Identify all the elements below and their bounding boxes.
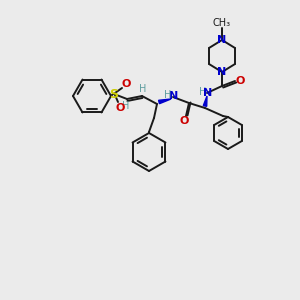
Text: S: S xyxy=(110,88,118,100)
Text: N: N xyxy=(169,91,178,101)
Polygon shape xyxy=(203,96,207,106)
Text: H: H xyxy=(164,90,172,100)
Polygon shape xyxy=(159,99,171,104)
Text: O: O xyxy=(235,76,245,86)
Text: O: O xyxy=(179,116,189,126)
Text: H: H xyxy=(122,101,130,111)
Text: N: N xyxy=(218,35,226,45)
Text: H: H xyxy=(199,87,207,97)
Text: CH₃: CH₃ xyxy=(213,18,231,28)
Text: N: N xyxy=(218,67,226,77)
Text: O: O xyxy=(121,79,131,89)
Text: H: H xyxy=(139,84,147,94)
Text: O: O xyxy=(115,103,125,113)
Text: N: N xyxy=(203,88,213,98)
